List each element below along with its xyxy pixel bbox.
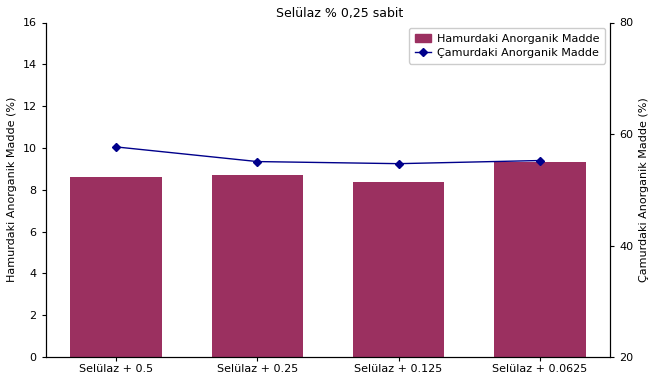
Bar	[70, 177, 162, 357]
Legend: Hamurdaki Anorganik Madde, Çamurdaki Anorganik Madde: Hamurdaki Anorganik Madde, Çamurdaki Ano…	[409, 28, 605, 64]
Y-axis label: Çamurdaki Anorganik Madde (%): Çamurdaki Anorganik Madde (%)	[639, 98, 649, 282]
Bar	[353, 182, 445, 357]
Çamurdaki Anorganik Madde	[536, 158, 544, 163]
Bar	[494, 162, 586, 357]
Y-axis label: Hamurdaki Anorganik Madde (%): Hamurdaki Anorganik Madde (%)	[7, 97, 17, 282]
Bar	[211, 175, 303, 357]
Çamurdaki Anorganik Madde	[112, 145, 120, 149]
Çamurdaki Anorganik Madde	[253, 159, 261, 164]
Çamurdaki Anorganik Madde	[395, 162, 403, 166]
Title: Selülaz % 0,25 sabit: Selülaz % 0,25 sabit	[276, 7, 403, 20]
Line: Çamurdaki Anorganik Madde: Çamurdaki Anorganik Madde	[113, 144, 543, 166]
